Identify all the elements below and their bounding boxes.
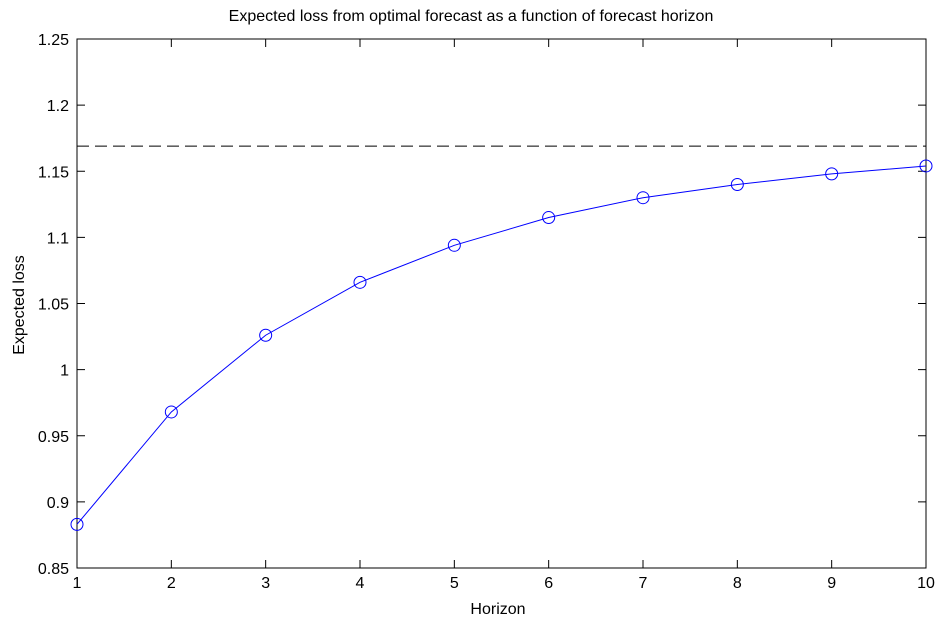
x-tick-label: 1	[73, 575, 82, 592]
data-point	[636, 191, 650, 205]
data-point	[542, 211, 556, 225]
x-tick-label: 9	[827, 575, 836, 592]
y-tick-label: 1.2	[47, 98, 69, 115]
y-tick-label: 1.25	[38, 32, 69, 49]
x-tick-label: 4	[356, 575, 365, 592]
plot-area: 1 2 3 4 5 6 7 8 9 10 0.85 0.9 0.95 1 1.05 1.1 1.15 1.2 1.2…	[38, 32, 935, 592]
series-line	[76, 165, 927, 525]
y-tick-label: 0.85	[38, 561, 69, 578]
data-point	[825, 167, 839, 181]
data-point	[259, 328, 273, 342]
data-point	[70, 517, 84, 531]
y-axis-label: Expected loss	[11, 255, 28, 355]
x-tick-label: 8	[733, 575, 742, 592]
y-tick-label: 0.9	[47, 495, 69, 512]
data-point	[447, 238, 461, 252]
x-tick-label: 6	[544, 575, 553, 592]
x-tick-label: 3	[261, 575, 270, 592]
x-tick-label: 2	[167, 575, 176, 592]
x-tick-label: 5	[450, 575, 459, 592]
y-tick-label: 1	[60, 363, 69, 380]
y-tick-label: 1.15	[38, 164, 69, 181]
data-point	[164, 405, 178, 419]
y-tick-label: 0.95	[38, 429, 69, 446]
x-axis-label: Horizon	[470, 601, 525, 618]
data-point	[730, 177, 744, 191]
y-tick-label: 1.05	[38, 297, 69, 314]
chart-title: Expected loss from optimal forecast as a…	[229, 8, 714, 25]
data-point	[919, 159, 933, 173]
x-tick-label: 10	[917, 575, 935, 592]
y-tick-label: 1.1	[47, 230, 69, 247]
data-point	[353, 275, 367, 289]
x-tick-label: 7	[639, 575, 648, 592]
